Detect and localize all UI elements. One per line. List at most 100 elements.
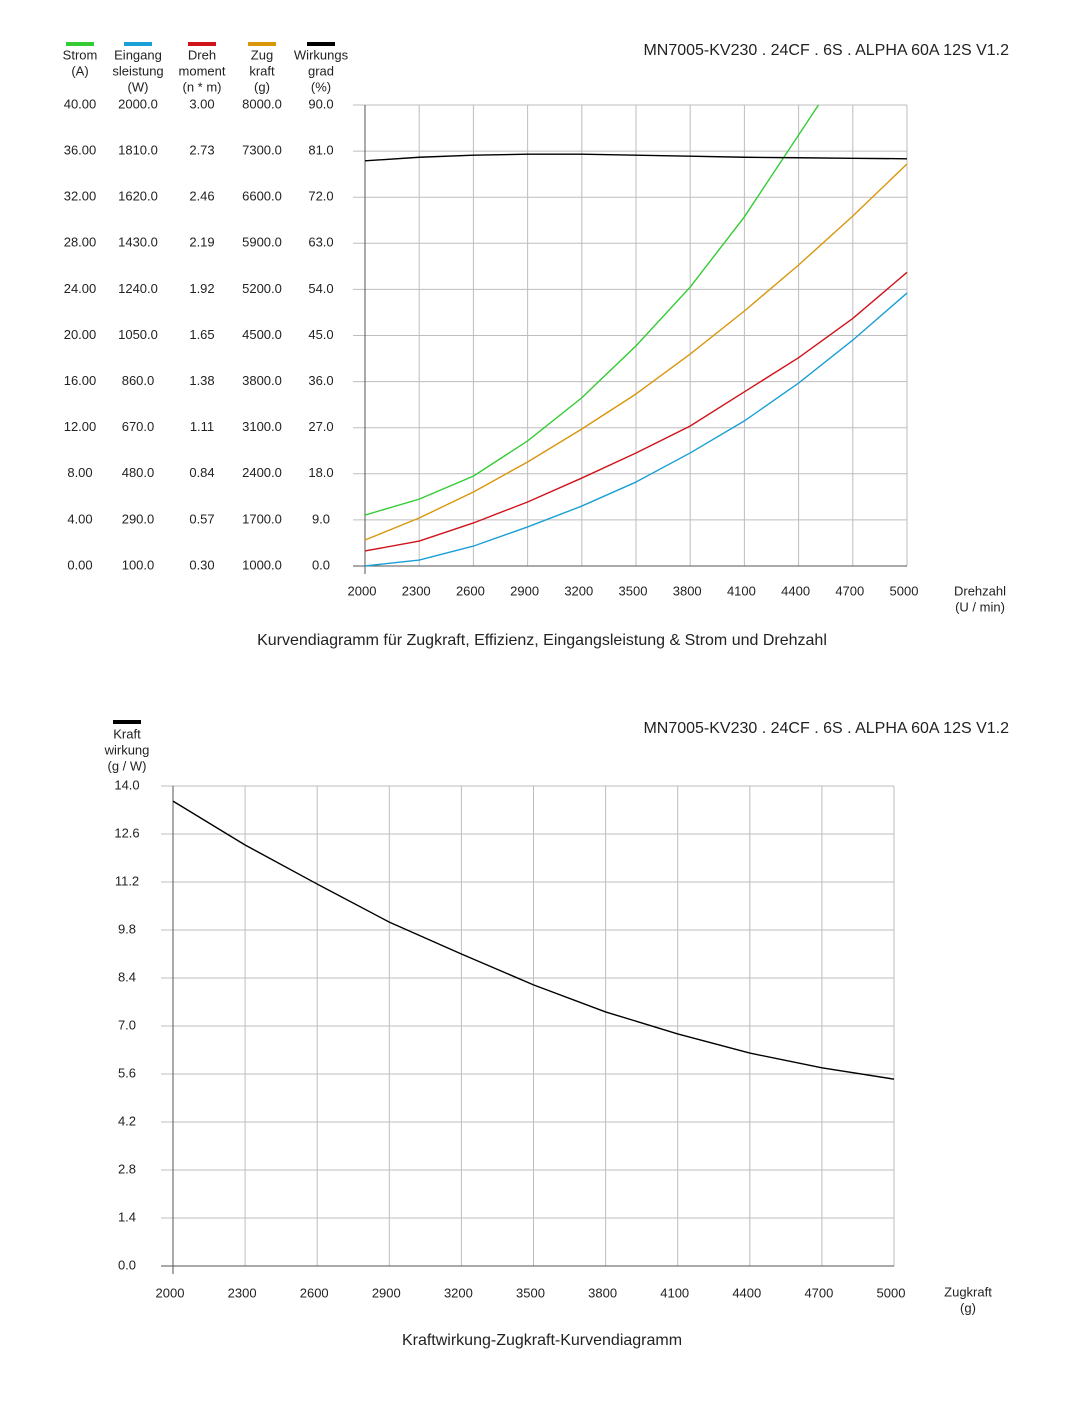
x-tick-label: 5000 [877,1285,906,1300]
y-tick-label: 8.00 [67,465,92,480]
y-tick-label: 1.4 [118,1209,136,1224]
legend-label: Kraft [113,726,141,741]
y-tick-label: 7.0 [118,1017,136,1032]
y-tick-label: 16.00 [64,373,97,388]
legend-swatch [66,42,94,46]
x-tick-label: 4100 [727,583,756,598]
y-tick-label: 1700.0 [242,511,282,526]
x-tick-label: 2600 [300,1285,329,1300]
y-tick-label: 480.0 [122,465,155,480]
x-tick-label: 4700 [804,1285,833,1300]
x-tick-label: 3800 [588,1285,617,1300]
x-tick-label: 2300 [402,583,431,598]
x-axis-label: (U / min) [955,599,1005,614]
y-tick-label: 1050.0 [118,327,158,342]
y-tick-label: 1240.0 [118,281,158,296]
legend-label: (g) [254,79,270,94]
x-tick-label: 2000 [156,1285,185,1300]
y-tick-label: 4.2 [118,1113,136,1128]
y-tick-label: 2400.0 [242,465,282,480]
y-tick-label: 290.0 [122,511,155,526]
data-line [172,800,895,1080]
y-tick-label: 2000.0 [118,96,158,111]
y-tick-label: 9.0 [312,511,330,526]
y-tick-label: 0.0 [118,1257,136,1272]
legend-label: kraft [249,63,275,78]
legend-swatch [113,720,141,724]
x-tick-label: 4700 [835,583,864,598]
y-tick-label: 0.00 [67,557,92,572]
y-tick-label: 1.65 [189,327,214,342]
legend-label: (n * m) [183,79,222,94]
x-tick-label: 2900 [372,1285,401,1300]
y-tick-label: 81.0 [308,143,333,158]
x-tick-label: 2000 [348,583,377,598]
legend-swatch [124,42,152,46]
x-tick-label: 3800 [673,583,702,598]
y-tick-label: 20.00 [64,327,97,342]
x-tick-label: 3200 [564,583,593,598]
y-tick-label: 3.00 [189,96,214,111]
x-tick-label: 2600 [456,583,485,598]
legend-label: (A) [71,63,88,78]
legend-swatch [248,42,276,46]
legend-label: Zug [251,47,273,62]
chart-title: MN7005-KV230 . 24CF . 6S . ALPHA 60A 12S… [643,720,1009,737]
legend-label: wirkung [104,742,150,757]
y-tick-label: 5900.0 [242,235,282,250]
y-tick-label: 2.8 [118,1161,136,1176]
y-tick-label: 4.00 [67,511,92,526]
y-tick-label: 2.46 [189,189,214,204]
y-tick-label: 27.0 [308,419,333,434]
y-tick-label: 45.0 [308,327,333,342]
y-tick-label: 1620.0 [118,189,158,204]
y-tick-label: 28.00 [64,235,97,250]
data-line [364,271,908,552]
y-tick-label: 1000.0 [242,557,282,572]
x-axis-label: (g) [960,1300,976,1315]
legend-label: Wirkungs [294,47,349,62]
legend-label: (%) [311,79,331,94]
x-tick-label: 2900 [510,583,539,598]
legend-label: (W) [128,79,149,94]
x-axis-label: Drehzahl [954,583,1006,598]
x-tick-label: 4400 [732,1285,761,1300]
y-tick-label: 0.57 [189,511,214,526]
legend-label: Eingang [114,47,162,62]
legend-label: grad [308,63,334,78]
y-tick-label: 3800.0 [242,373,282,388]
x-tick-label: 5000 [890,583,919,598]
y-tick-label: 63.0 [308,235,333,250]
data-line [364,292,908,567]
y-tick-label: 36.00 [64,143,97,158]
y-tick-label: 14.0 [114,777,139,792]
y-tick-label: 3100.0 [242,419,282,434]
x-tick-label: 3200 [444,1285,473,1300]
y-tick-label: 11.2 [115,873,139,888]
y-tick-label: 100.0 [122,557,155,572]
y-tick-label: 12.00 [64,419,97,434]
y-tick-label: 1430.0 [118,235,158,250]
y-tick-label: 1.38 [189,373,214,388]
chart-caption: Kurvendiagramm für Zugkraft, Effizienz, … [257,632,827,649]
legend-swatch [307,42,335,46]
x-tick-label: 4100 [660,1285,689,1300]
y-tick-label: 6600.0 [242,189,282,204]
y-tick-label: 36.0 [308,373,333,388]
data-line [364,163,908,541]
x-tick-label: 2300 [228,1285,257,1300]
y-tick-label: 670.0 [122,419,155,434]
y-tick-label: 2.73 [189,143,214,158]
y-tick-label: 72.0 [308,189,333,204]
y-tick-label: 5.6 [118,1065,136,1080]
y-tick-label: 12.6 [114,825,139,840]
legend-label: moment [179,63,226,78]
x-tick-label: 3500 [619,583,648,598]
x-tick-label: 4400 [781,583,810,598]
y-tick-label: 1.92 [189,281,214,296]
y-tick-label: 5200.0 [242,281,282,296]
y-tick-label: 860.0 [122,373,155,388]
chart-title: MN7005-KV230 . 24CF . 6S . ALPHA 60A 12S… [643,42,1009,59]
